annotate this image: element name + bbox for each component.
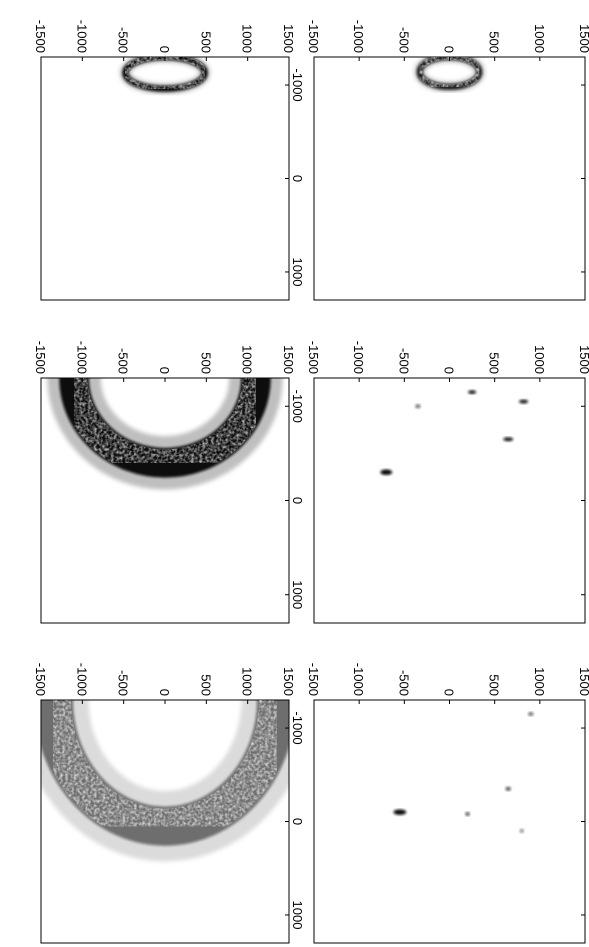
tick-label-a: -500	[116, 670, 131, 696]
tick-label-a: -1000	[351, 663, 366, 696]
panel-frame	[313, 377, 586, 624]
tick-label-b: -1000	[586, 68, 589, 101]
panel-frame	[40, 56, 290, 301]
tick-label-a: 1500	[577, 24, 589, 53]
tick-label-a: 0	[157, 46, 172, 53]
blob-1	[465, 812, 470, 817]
tick-label-a: -1000	[74, 663, 89, 696]
tick-label-a: 1000	[532, 667, 547, 696]
blob-4	[519, 828, 524, 833]
tick-label-a: -1000	[351, 20, 366, 53]
tick-label-a: -1000	[74, 20, 89, 53]
tick-label-a: 1000	[240, 667, 255, 696]
panel-row1-col1: -1500 -1000 -500 0 500 1000 1500 -1000 0 1000	[306, 20, 589, 301]
tick-label-b: 0	[290, 818, 305, 825]
tick-label-b: 1000	[290, 901, 305, 930]
tick-label-a: -500	[116, 348, 131, 374]
tick-label-b: 1000	[586, 901, 589, 930]
blob-3	[505, 786, 511, 791]
panel-frame	[313, 56, 586, 301]
heatmap-marks	[47, 378, 283, 490]
tick-label-a: -1500	[33, 341, 48, 374]
panel-row2-col2: -1500 -1000 -500 0 500 1000 1500 -1000 0 1000	[33, 341, 305, 624]
tick-label-b: -1000	[586, 390, 589, 423]
ring-texture-0	[122, 57, 208, 92]
tick-label-a: -1000	[351, 341, 366, 374]
heatmap-marks	[380, 390, 529, 476]
tick-label-a: 1500	[577, 345, 589, 374]
panel-row3-col2: -1500 -1000 -500 0 500 1000 1500 -1000 0 1000	[33, 663, 305, 944]
tick-label-a: 0	[442, 46, 457, 53]
tick-label-a: 1000	[532, 345, 547, 374]
tick-label-a: -500	[116, 27, 131, 53]
tick-label-b: 1000	[290, 580, 305, 609]
tick-label-a: 1000	[240, 24, 255, 53]
blob-3	[519, 399, 529, 404]
blob-2	[528, 712, 534, 717]
heatmap-marks	[393, 712, 534, 833]
ring-texture-0	[41, 700, 289, 844]
tick-label-a: -1500	[33, 663, 48, 696]
panel-row3-col1: -1500 -1000 -500 0 500 1000 1500 -1000 0 1000	[306, 663, 589, 944]
tick-label-a: 1500	[281, 24, 296, 53]
tick-label-a: -1500	[33, 20, 48, 53]
tick-label-a: 500	[198, 674, 213, 696]
blob-1	[468, 390, 477, 395]
tick-label-b: -1000	[290, 68, 305, 101]
tick-label-b: 1000	[586, 258, 589, 287]
tick-label-a: -1500	[306, 663, 321, 696]
tick-label-a: 500	[487, 352, 502, 374]
tick-label-b: 0	[586, 497, 589, 504]
tick-label-b: 0	[586, 818, 589, 825]
tick-label-a: 500	[198, 31, 213, 53]
heatmap-marks	[119, 57, 211, 95]
tick-label-b: -1000	[586, 711, 589, 744]
panel-row2-col1: -1500 -1000 -500 0 500 1000 1500 -1000 0 1000	[306, 341, 589, 624]
blob-0	[380, 469, 393, 476]
tick-label-a: 1500	[577, 667, 589, 696]
ring-texture-0	[60, 378, 270, 477]
blob-0	[393, 809, 407, 815]
tick-label-a: -1000	[74, 341, 89, 374]
tick-label-b: 1000	[586, 580, 589, 609]
tick-label-a: -500	[396, 27, 411, 53]
tick-label-a: 500	[487, 674, 502, 696]
tick-label-a: 0	[442, 689, 457, 696]
tick-label-a: 500	[487, 31, 502, 53]
tick-label-a: 0	[157, 689, 172, 696]
tick-label-b: 0	[290, 497, 305, 504]
tick-label-b: -1000	[290, 711, 305, 744]
tick-label-a: -500	[396, 670, 411, 696]
tick-label-a: -1500	[306, 341, 321, 374]
tick-label-a: 0	[157, 367, 172, 374]
tick-label-b: -1000	[290, 390, 305, 423]
tick-label-a: 1000	[532, 24, 547, 53]
tick-label-a: -500	[396, 348, 411, 374]
tick-label-b: 0	[586, 175, 589, 182]
panel-row1-col2: -1500 -1000 -500 0 500 1000 1500 -1000 0 1000	[33, 20, 305, 301]
tick-label-b: 0	[290, 175, 305, 182]
tick-label-a: 1500	[281, 667, 296, 696]
tick-label-a: 0	[442, 367, 457, 374]
panels-group: -1500-1000-500050010001500-100001000-150…	[33, 20, 589, 944]
tick-label-a: 1500	[281, 345, 296, 374]
heatmap-marks	[41, 700, 289, 862]
tick-label-b: 1000	[290, 258, 305, 287]
panel-frame	[313, 699, 586, 944]
blob-2	[503, 437, 514, 442]
tick-label-a: 1000	[240, 345, 255, 374]
tick-label-a: -1500	[306, 20, 321, 53]
blob-4	[415, 404, 421, 409]
tick-label-a: 500	[198, 352, 213, 374]
